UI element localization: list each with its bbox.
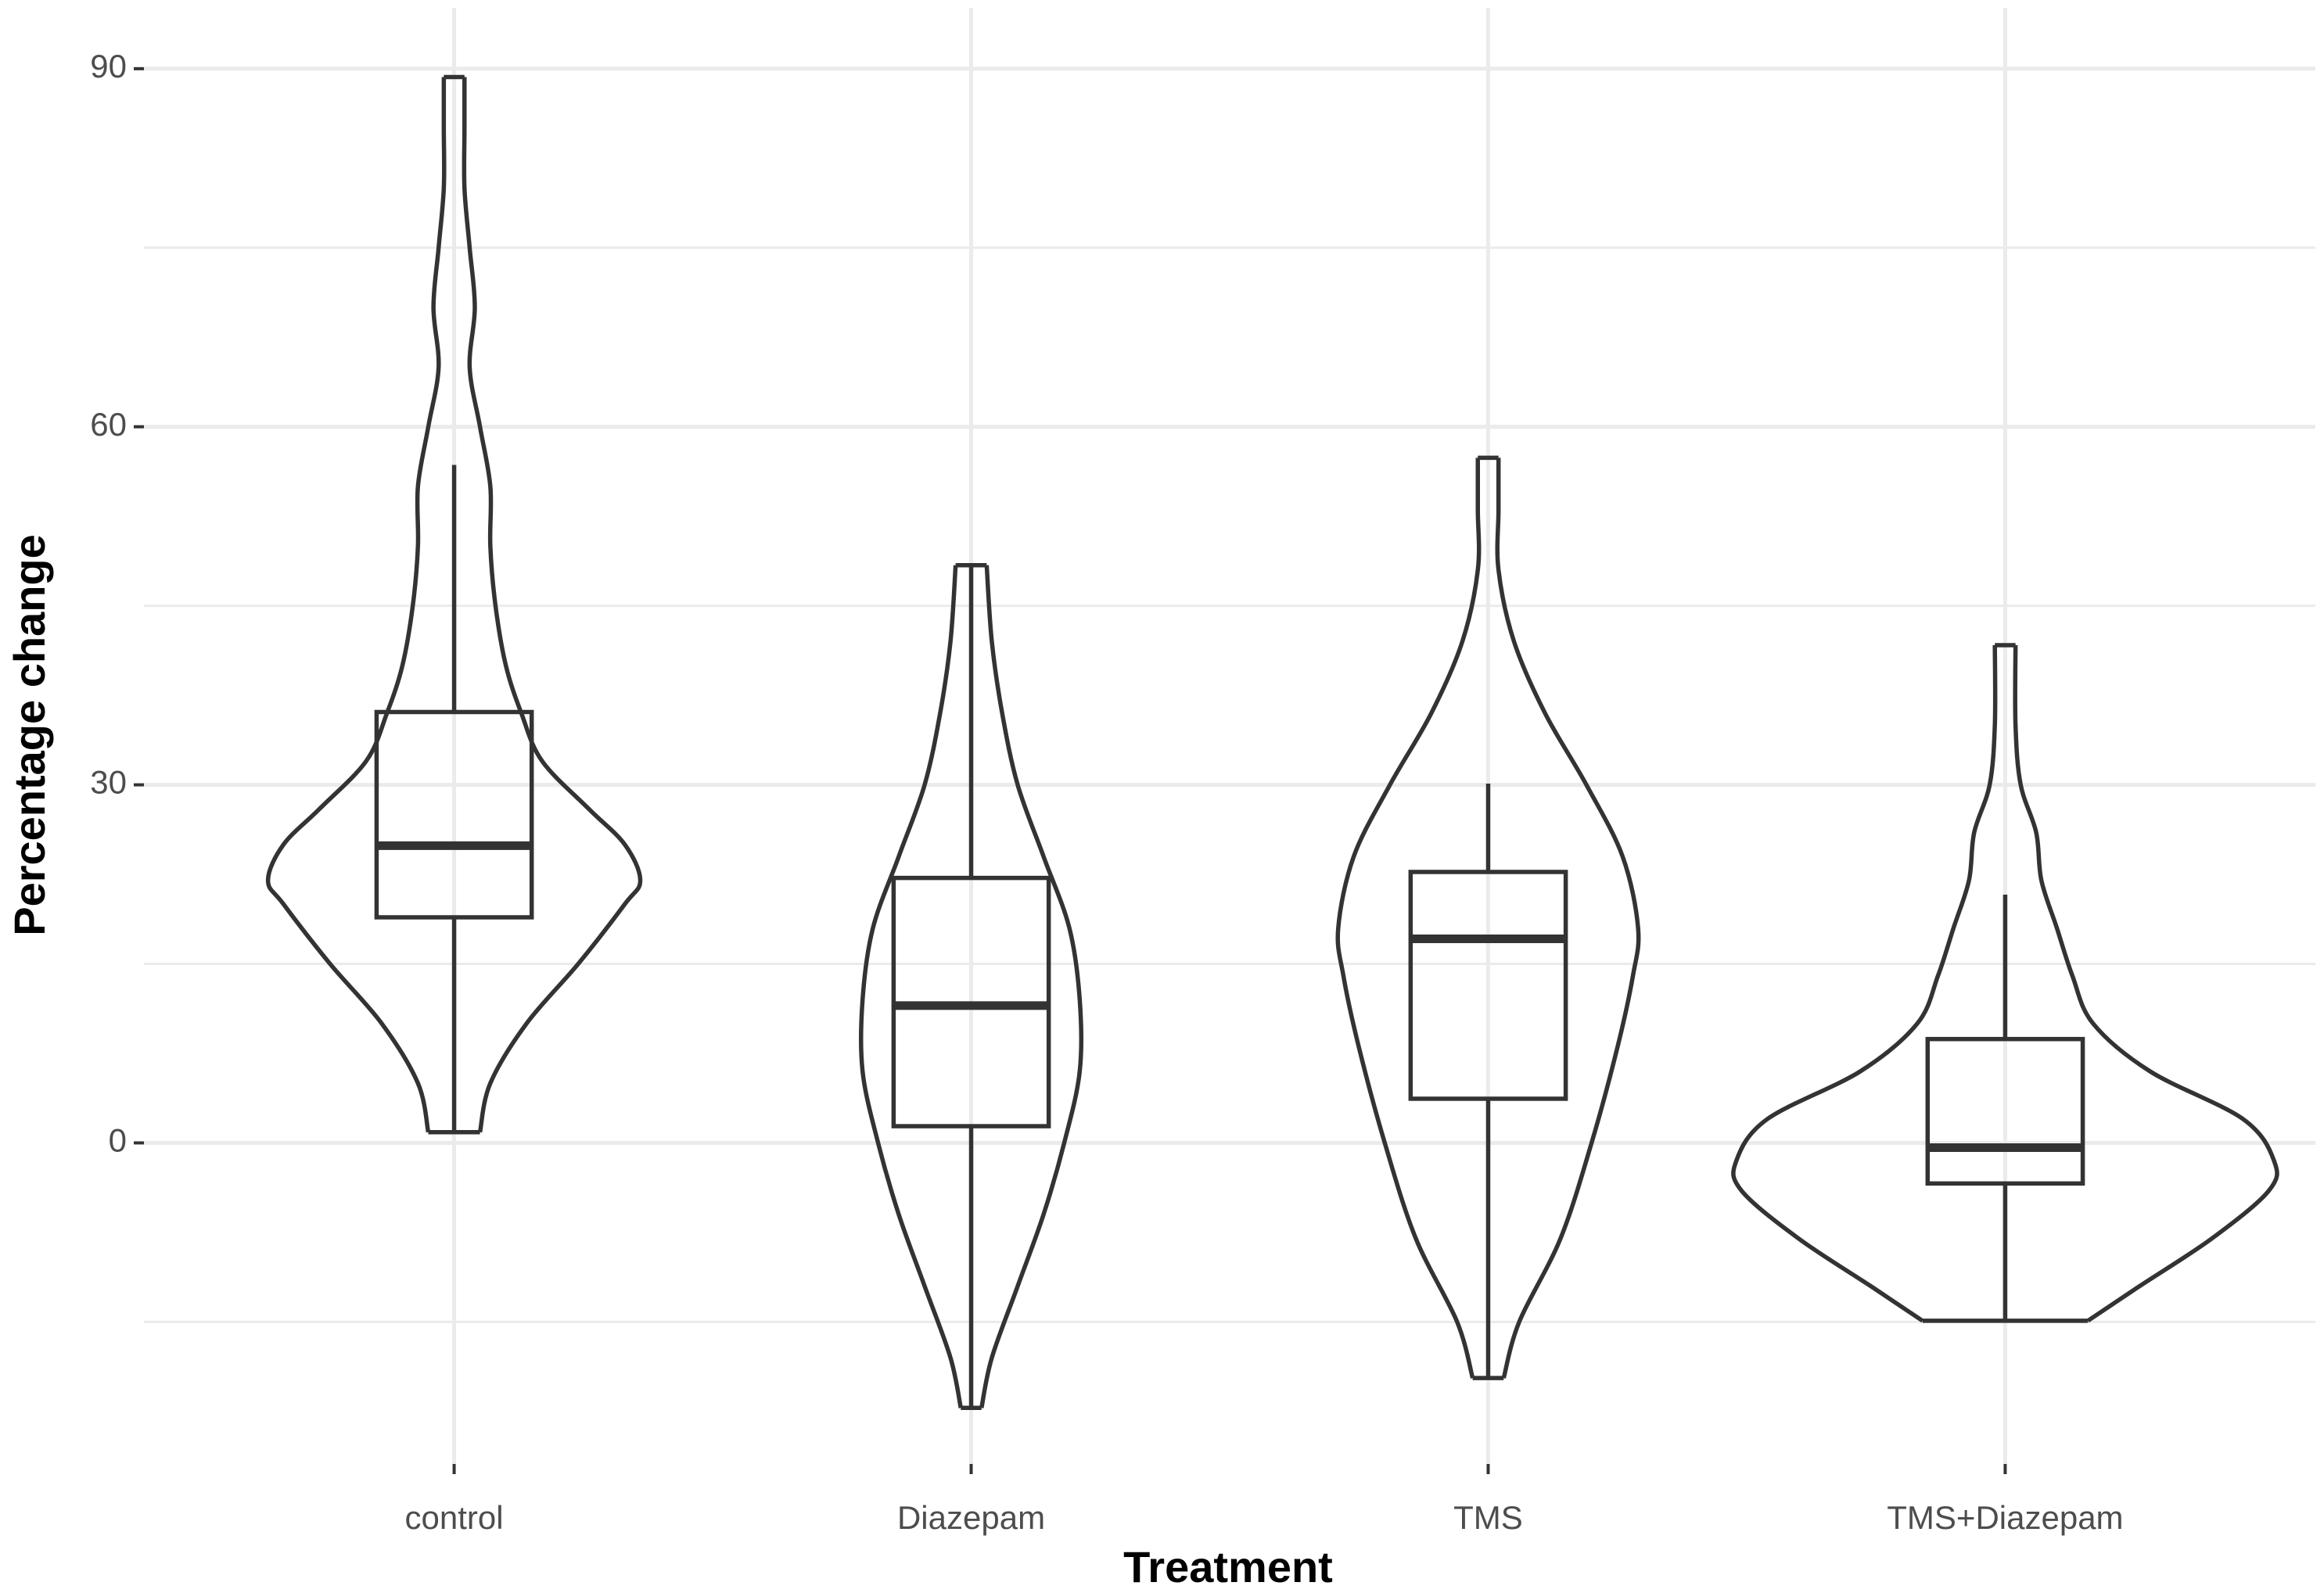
y-tick-label: 60 [90,406,127,443]
x-tick-label: TMS [1453,1499,1523,1536]
y-tick-label: 0 [109,1122,127,1159]
violin-outline [858,565,963,1408]
violin-outline [1495,457,1641,1379]
x-tick-label: TMS+Diazepam [1887,1499,2123,1536]
x-axis-title: Treatment [1123,1542,1333,1591]
x-tick-label: control [405,1499,504,1536]
violin-outline [1335,457,1482,1379]
violin-outline [2013,645,2279,1323]
y-tick-label: 30 [90,764,127,801]
box [1408,870,1568,1101]
box [1925,1036,2085,1186]
violin-outline [1731,645,1998,1323]
box [374,709,534,920]
violin-outline [462,77,643,1133]
x-tick-label: Diazepam [897,1499,1045,1536]
violin-outline [265,77,447,1133]
y-axis-title: Percentage change [5,534,54,936]
y-tick-label: 90 [90,48,127,84]
violin-outline [979,565,1084,1408]
